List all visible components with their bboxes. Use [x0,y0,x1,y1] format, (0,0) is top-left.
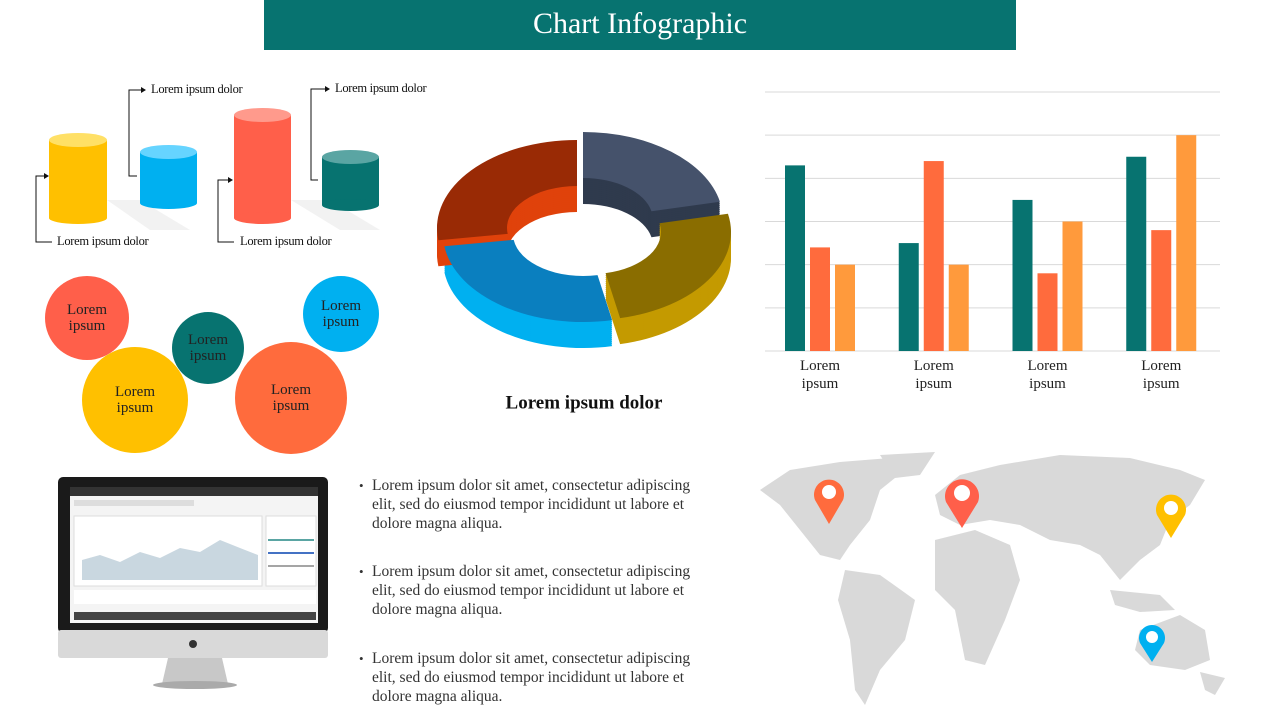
cylinder-label: Lorem ipsum dolor [335,81,427,95]
bubbles [45,276,379,454]
bullet-text: Lorem ipsum dolor sit amet, consectetur … [359,649,712,706]
bubble-label: Lorem ipsum [188,332,228,364]
donut-top [583,132,720,212]
donut-caption: Lorem ipsum dolor [506,392,664,413]
title: Chart Infographic [533,7,747,40]
cylinder-label: Lorem ipsum dolor [151,82,243,96]
bubble-label: Lorem ipsum [271,382,311,414]
bar [810,247,830,351]
x-tick-label: Lorem ipsum [1027,358,1068,392]
bar [1176,135,1197,351]
donut-3d [436,132,731,349]
bar [1126,156,1147,351]
bar-chart [765,91,1220,352]
bar [835,264,855,351]
bar [785,165,805,351]
map-pins [813,479,1186,662]
bubble-label: Lorem ipsum [321,298,361,330]
cylinder-label: Lorem ipsum dolor [240,234,332,248]
donut-top [437,140,577,241]
bar [898,243,919,351]
bubble-label: Lorem ipsum [115,384,155,416]
bullet-text: Lorem ipsum dolor sit amet, consectetur … [359,476,712,533]
bullet-text: Lorem ipsum dolor sit amet, consectetur … [359,562,712,619]
x-tick-label: Lorem ipsum [800,358,840,392]
x-tick-label: Lorem ipsum [913,358,954,392]
bar [1012,199,1033,351]
bar [1062,221,1083,351]
title-bar [264,0,1016,50]
bar [948,264,969,351]
bar [1151,230,1172,351]
donut-top [444,239,613,322]
bubble-label: Lorem ipsum [67,302,107,334]
bar [923,161,944,351]
x-tick-label: Lorem ipsum [1141,358,1182,392]
cylinders [35,86,380,243]
monitor [58,477,328,689]
bar [1037,273,1058,351]
cylinder-label: Lorem ipsum dolor [57,234,149,248]
donut-top [605,213,731,319]
